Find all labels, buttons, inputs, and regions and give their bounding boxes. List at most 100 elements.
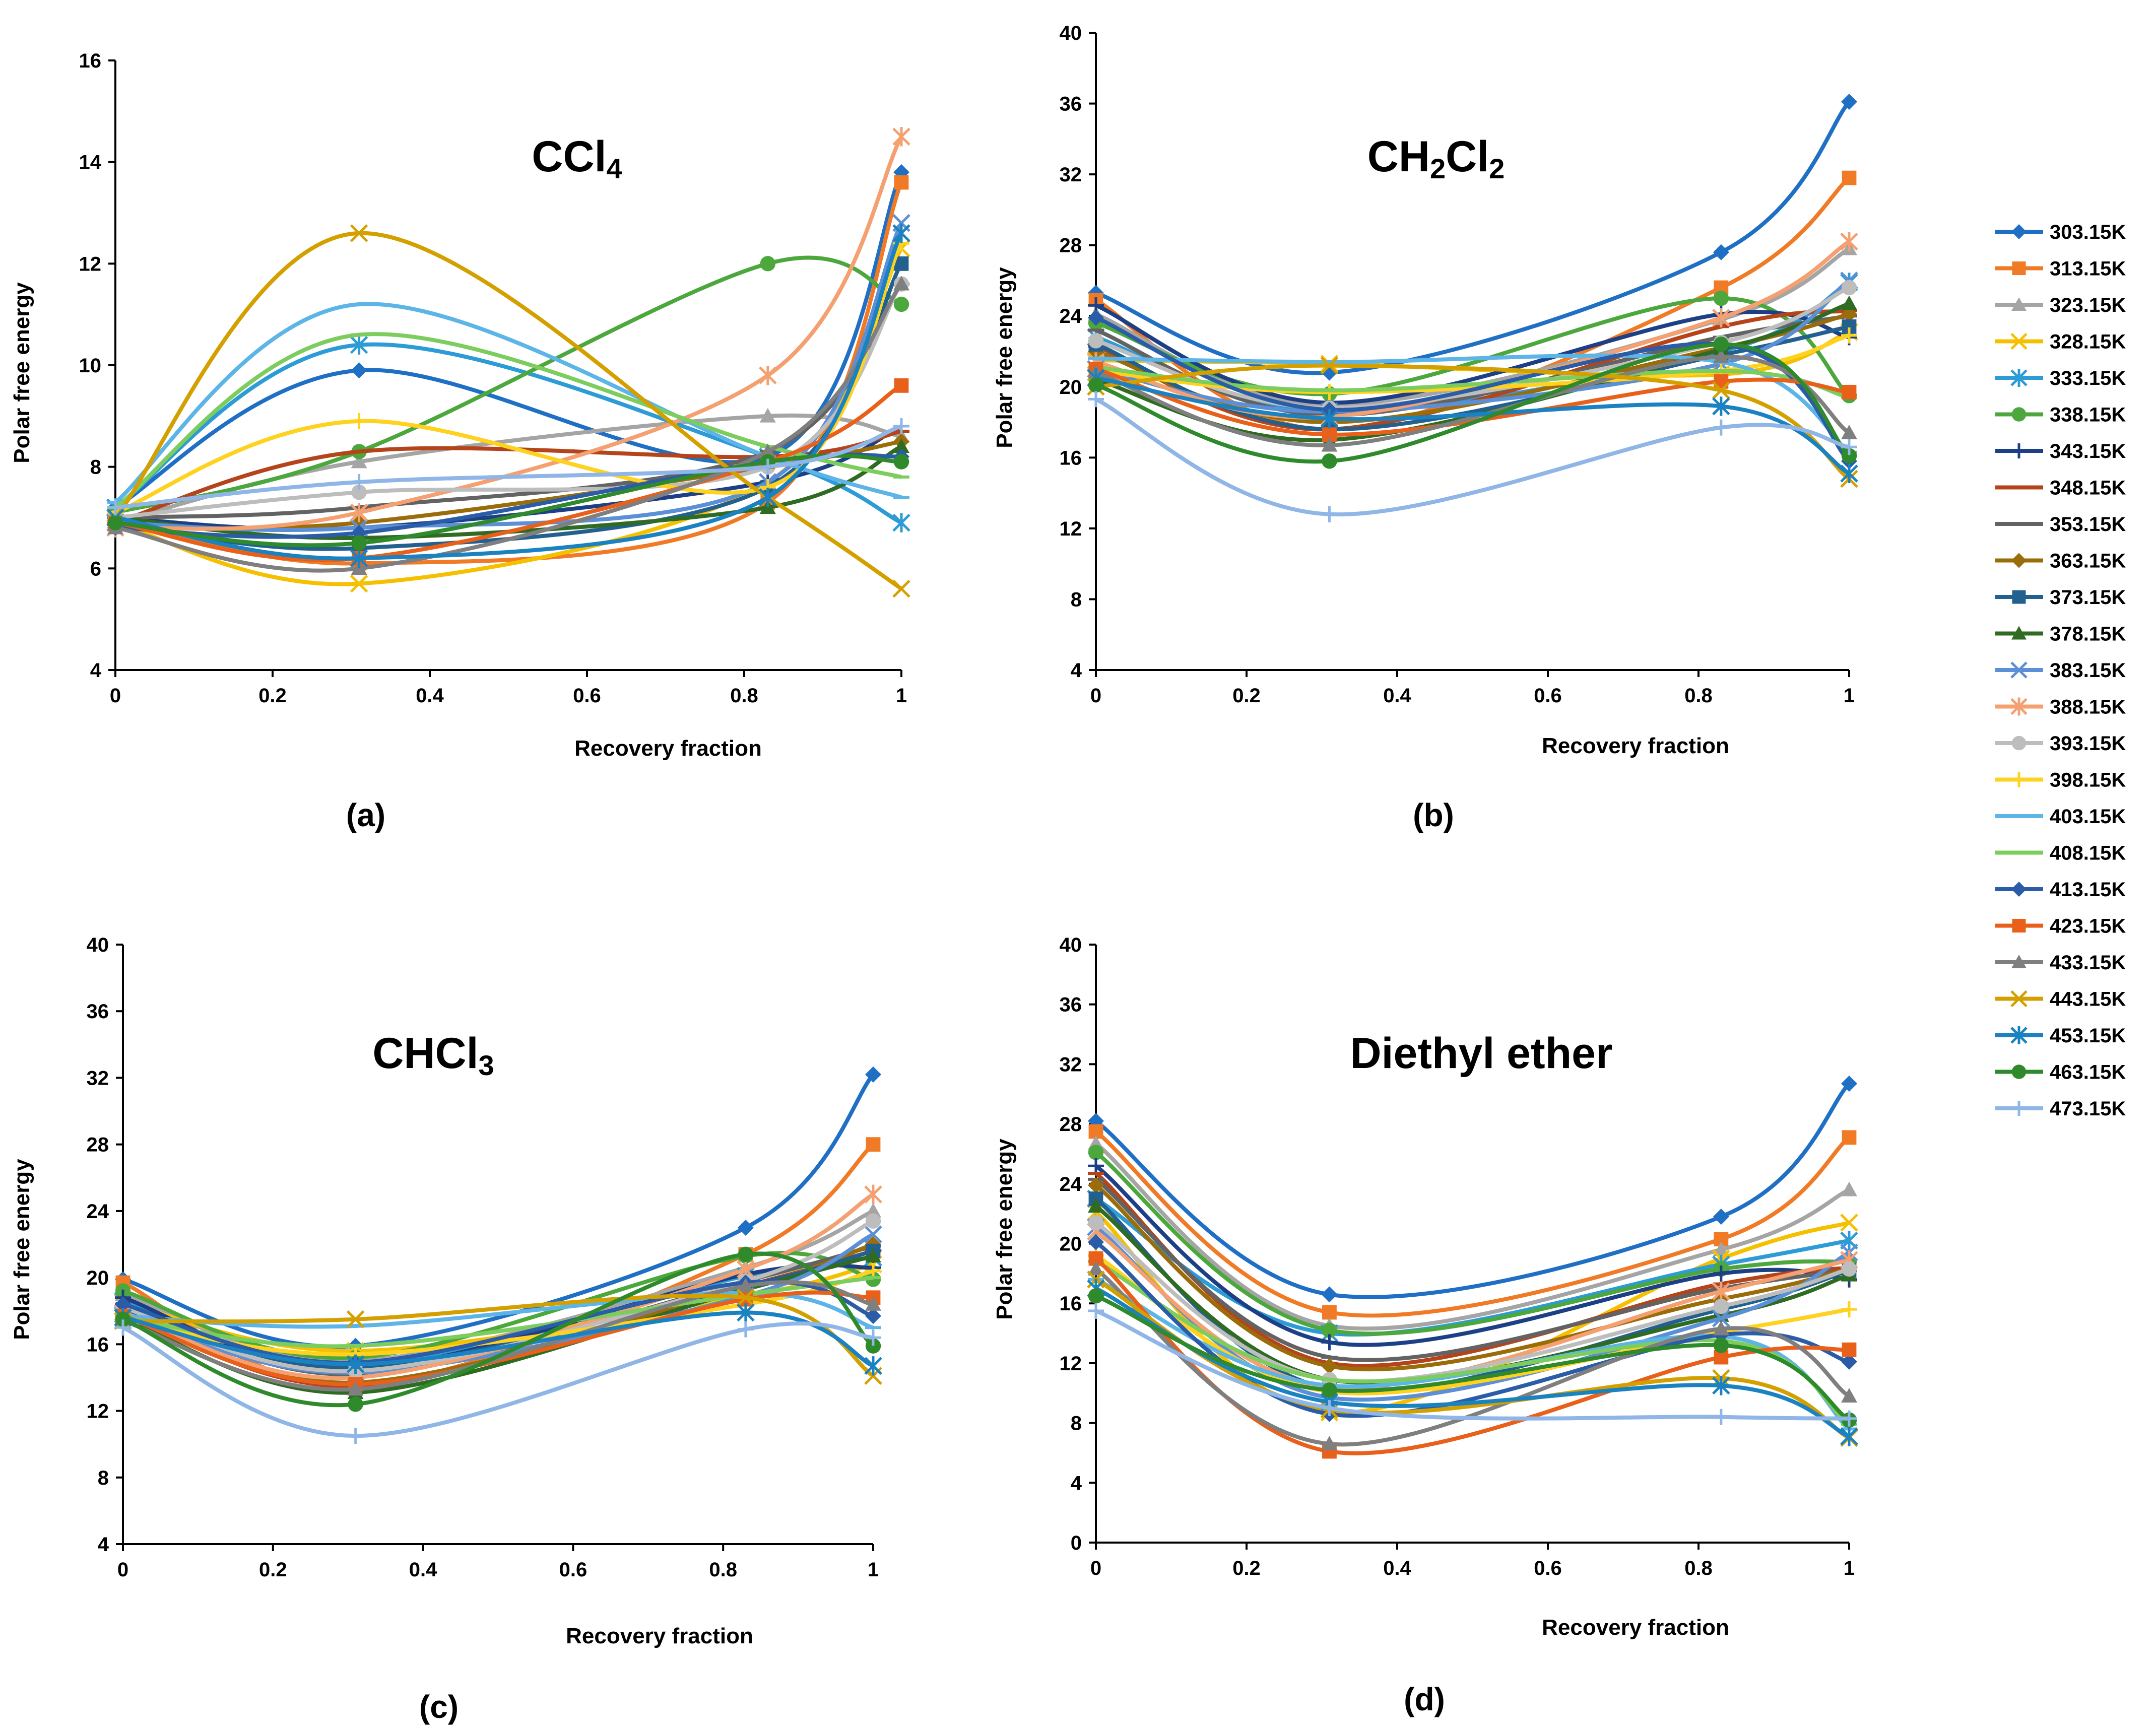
chart-c-data-point	[347, 1381, 364, 1396]
chart-d-plot: 0 4 8 12 16 20 24 28 32 36 40 0 0.2 0.4 0.6 0.8 1	[1060, 934, 1858, 1579]
chart-b-data-point	[1841, 439, 1857, 455]
chart-b-data-point	[1088, 309, 1104, 326]
chart-b-ytick-label: 4	[1071, 659, 1082, 682]
chart-b-data-point	[1322, 453, 1337, 469]
chart-b-ytick-label: 40	[1060, 22, 1082, 44]
legend-item: 388.15K	[1995, 696, 2126, 718]
chart-a-data-point	[893, 296, 909, 312]
chart-d-series-303.15K	[1088, 1075, 1857, 1303]
legend-swatch-marker	[2010, 369, 2028, 387]
chart-b-series-line	[1095, 316, 1851, 463]
chart-b-series-line	[1095, 353, 1851, 454]
legend-label: 343.15K	[2050, 440, 2126, 462]
chart-b-series-473.15K	[1088, 391, 1857, 522]
legend-swatch-marker	[2011, 882, 2027, 897]
chart-a-series-line	[115, 283, 903, 573]
chart-d-ytick-label: 4	[1071, 1472, 1082, 1494]
chart-d-series-line	[1094, 1177, 1850, 1362]
chart-b-data-point	[1713, 244, 1729, 260]
chart-b-series-line	[1095, 279, 1851, 414]
chart-c-ytick-label: 28	[87, 1134, 109, 1156]
chart-d-data-point	[1712, 1309, 1730, 1327]
chart-a-data-point	[350, 548, 368, 568]
chart-c-series-433.15K	[115, 1278, 881, 1396]
chart-a-data-point	[893, 418, 909, 434]
chart-c-data-point	[347, 1428, 364, 1444]
chart-c-xtick-label: 0	[117, 1559, 128, 1581]
chart-c-data-point	[348, 1396, 363, 1412]
chart-c-data-point	[347, 1344, 364, 1348]
legend-item: 328.15K	[1995, 331, 2126, 353]
chart-b-data-point	[1841, 280, 1857, 296]
chart-c-data-point	[865, 1326, 881, 1329]
chart-b-data-point	[1088, 391, 1104, 408]
legend-label: 423.15K	[2050, 915, 2126, 938]
legend-swatch-marker	[2011, 297, 2027, 311]
chart-a-title: CCl4	[532, 132, 622, 184]
chart-a-title-subscript: 4	[606, 153, 622, 184]
chart-b-data-point	[1841, 306, 1857, 322]
chart-a-data-point	[351, 333, 367, 337]
chart-a-data-point	[892, 127, 910, 147]
chart-a-xtick-label: 0.4	[416, 685, 444, 707]
chart-a-data-point	[350, 224, 368, 242]
chart-d-data-point	[1088, 1198, 1104, 1213]
chart-a-data-point	[892, 579, 910, 598]
chart-a-xtick-label: 0.6	[573, 685, 601, 707]
chart-d-panel-label: (d)	[1404, 1681, 1445, 1717]
chart-c-title-main: CHCl	[372, 1029, 478, 1078]
chart-d-ytick-label: 40	[1060, 934, 1082, 956]
legend-swatch-marker	[2012, 919, 2026, 932]
chart-a-data-point	[894, 378, 909, 393]
chart-d-data-point	[1088, 1288, 1104, 1304]
chart-d-data-point	[1841, 1075, 1857, 1092]
chart-a-ytick-label: 16	[79, 50, 102, 72]
chart-b-data-point	[1712, 396, 1730, 416]
chart-c-data-point	[115, 1296, 131, 1312]
chart-b-ytick-label: 12	[1060, 518, 1082, 540]
chart-c-data-point	[347, 1324, 364, 1327]
chart-a-data-point	[351, 484, 367, 500]
legend-label: 323.15K	[2050, 294, 2126, 316]
chart-d-data-point	[1321, 1400, 1338, 1416]
chart-d-data-point	[1841, 1388, 1857, 1403]
chart-c-data-point	[737, 1278, 754, 1293]
chart-d-series-line	[1095, 1309, 1850, 1421]
chart-b-data-point	[1712, 381, 1730, 399]
legend-swatch-marker	[2011, 486, 2027, 489]
chart-a-data-point	[350, 503, 368, 522]
chart-d-xtick-label: 0.6	[1534, 1557, 1562, 1579]
chart-b-xtick-label: 0.6	[1534, 685, 1562, 707]
chart-d-title: Diethyl ether	[1350, 1029, 1613, 1078]
legend-label: 408.15K	[2050, 842, 2126, 864]
legend-swatch-marker	[2011, 407, 2027, 422]
legend-item: 383.15K	[1995, 659, 2126, 682]
chart-c-series-line	[122, 1321, 874, 1438]
chart-c-data-point	[864, 1225, 882, 1243]
legend-label: 353.15K	[2050, 513, 2126, 536]
chart-c-data-point	[737, 1321, 754, 1338]
chart-d-data-point	[1841, 1301, 1857, 1318]
chart-c-title-subscript: 3	[479, 1049, 494, 1081]
chart-d-series-line	[1094, 1151, 1850, 1336]
legend-label: 333.15K	[2050, 367, 2126, 389]
legend-item: 453.15K	[1995, 1025, 2126, 1047]
chart-a-series-388.15K	[106, 127, 910, 538]
chart-d-series-line	[1094, 1253, 1850, 1395]
legend-swatch-marker	[2010, 332, 2028, 350]
chart-d-ytick-label: 20	[1060, 1233, 1082, 1255]
chart-d-data-point	[1841, 1181, 1857, 1196]
legend-label: 303.15K	[2050, 221, 2126, 243]
chart-d-ytick-label: 0	[1071, 1532, 1082, 1554]
chart-d-series-line	[1094, 1082, 1851, 1299]
chart-b-ylabel: Polar free energy	[992, 267, 1017, 448]
chart-c-data-point	[864, 1184, 882, 1205]
chart-a-data-point	[760, 256, 776, 272]
legend-item: 463.15K	[1995, 1061, 2126, 1084]
chart-b-data-point	[1320, 356, 1339, 375]
chart-d-data-point	[1322, 1322, 1337, 1338]
chart-a-data-point	[893, 454, 909, 470]
chart-a-data-point	[107, 515, 123, 530]
chart-a-data-point	[892, 513, 910, 532]
